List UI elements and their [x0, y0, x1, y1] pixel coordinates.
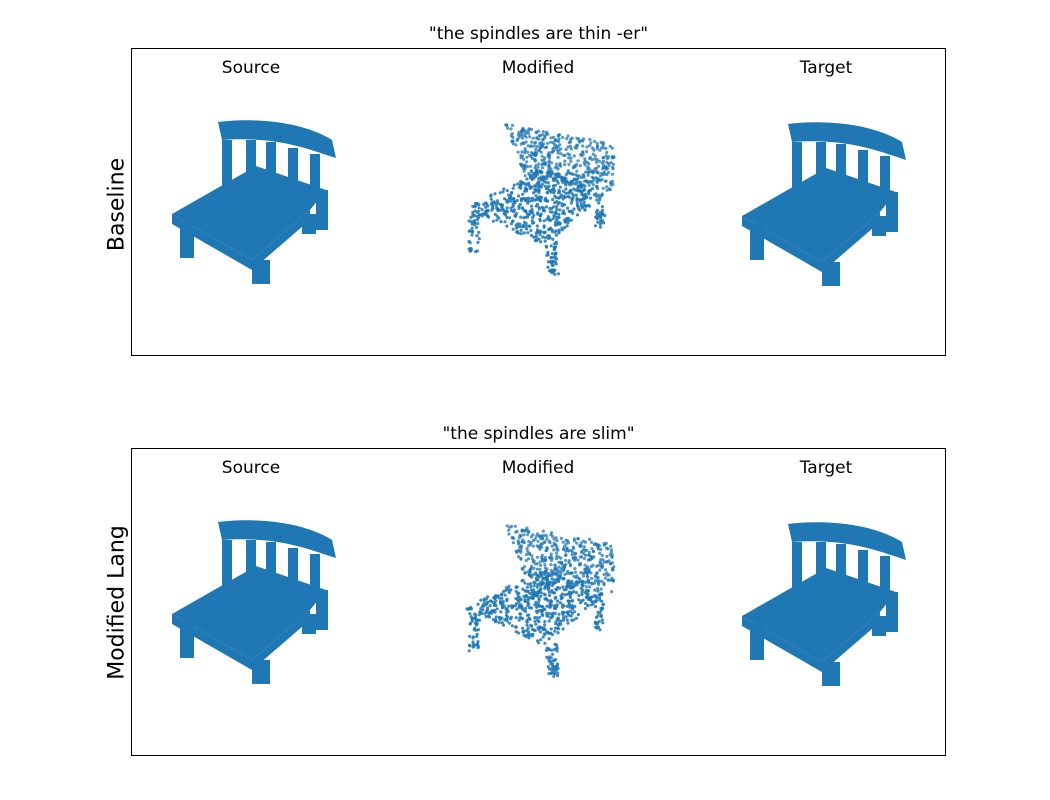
target-chair-pointcloud — [742, 122, 906, 286]
row-label-baseline: Baseline — [104, 157, 130, 252]
modified-chair-pointcloud — [465, 524, 616, 678]
col-label-modified: Modified — [501, 458, 575, 478]
target-chair-pointcloud — [742, 522, 906, 686]
col-label-target: Target — [799, 458, 853, 478]
modified-chair-pointcloud — [467, 123, 616, 276]
col-label-source: Source — [221, 458, 281, 478]
col-label-modified: Modified — [501, 58, 575, 78]
source-chair-pointcloud — [172, 120, 336, 284]
row-label-modified-lang: Modified Lang — [104, 525, 130, 680]
col-label-target: Target — [799, 58, 853, 78]
panel-title-baseline: "the spindles are thin -er" — [428, 24, 649, 44]
panel-title-modified-lang: "the spindles are slim" — [442, 424, 635, 444]
source-chair-pointcloud — [172, 520, 336, 684]
col-label-source: Source — [221, 58, 281, 78]
